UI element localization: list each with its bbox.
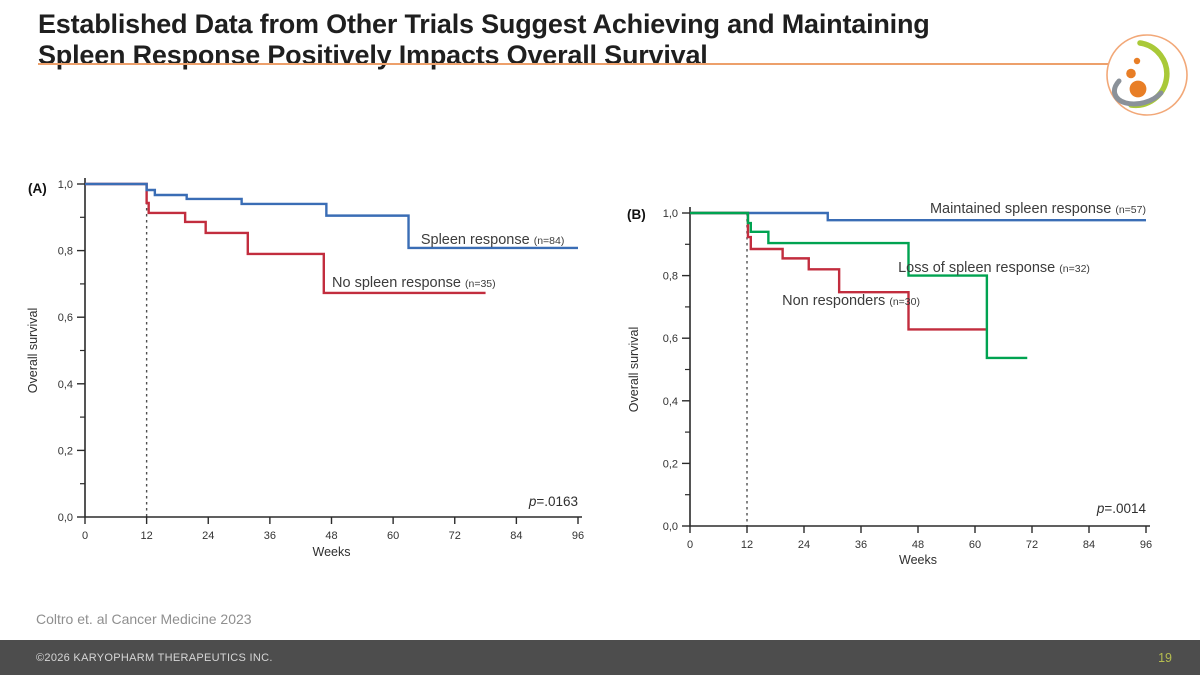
x-tick-label: 96: [1140, 539, 1152, 551]
x-tick-label: 72: [1026, 539, 1038, 551]
series-label-n: (n=84): [534, 235, 565, 247]
series-path-no-spleen-response: [85, 182, 486, 295]
slide-title-line-2: Spleen Response Positively Impacts Overa…: [38, 40, 708, 70]
series-label-name: Loss of spleen response: [898, 260, 1059, 276]
series-label-spleen-response: Spleen response (n=84): [421, 232, 565, 248]
x-tick-label: 36: [264, 530, 276, 542]
x-tick-label: 60: [387, 530, 399, 542]
series-label-n: (n=30): [889, 296, 920, 308]
series-label-maintained-spleen-response: Maintained spleen response (n=57): [930, 201, 1146, 217]
x-tick-label: 24: [202, 530, 214, 542]
overall-survival-axis-label: Overall survival: [26, 308, 40, 393]
series-label-n: (n=57): [1115, 204, 1146, 216]
logo-dot-small: [1133, 57, 1141, 65]
x-tick-label: 96: [572, 530, 584, 542]
series-label-no-spleen-response: No spleen response (n=35): [332, 275, 496, 291]
x-tick-label: 48: [325, 530, 337, 542]
weeks-axis-label: Weeks: [899, 553, 937, 567]
logo-dot-medium: [1126, 68, 1136, 79]
x-tick-label: 12: [141, 530, 153, 542]
y-tick-label: 0,4: [58, 379, 73, 391]
series-label-loss-of-spleen-response: Loss of spleen response (n=32): [898, 260, 1090, 276]
x-tick-label: 24: [798, 539, 810, 551]
x-tick-label: 36: [855, 539, 867, 551]
p-value-italic: p: [528, 494, 537, 509]
series-path-non-responders: [690, 211, 986, 331]
series-label-n: (n=35): [465, 278, 496, 290]
x-tick-label: 12: [741, 539, 753, 551]
series-path-spleen-response: [85, 182, 578, 250]
p-value-label: p=.0014: [1096, 501, 1147, 516]
y-tick-label: 0,6: [663, 333, 678, 345]
survival-panel-A: 1,0 0,8 0,6 0,4 0,2 0,0 0 12 24 36 48 60 72 84 96 Weeks…: [26, 178, 584, 559]
p-value-label: p=.0163: [528, 494, 578, 509]
slide-title-line-1: Established Data from Other Trials Sugge…: [38, 9, 930, 39]
survival-curves-figure: 1,0 0,8 0,6 0,4 0,2 0,0 0 12 24 36 48 60 72 84 96 Weeks…: [26, 178, 1152, 567]
footer-bar: ©2026 KARYOPHARM THERAPEUTICS INC. 19: [0, 640, 1200, 675]
panel-letter-label: (A): [28, 181, 47, 196]
x-tick-label: 0: [687, 539, 693, 551]
survival-panel-B: 1,0 0,8 0,6 0,4 0,2 0,0 0 12 24 36 48 60 72 84 96 Weeks…: [627, 201, 1152, 567]
footer-copyright: ©2026 KARYOPHARM THERAPEUTICS INC.: [36, 651, 273, 664]
slide-title: Established Data from Other Trials Sugge…: [38, 9, 1098, 71]
logo-swoosh-gray: [1111, 78, 1164, 107]
y-tick-label: 1,0: [58, 179, 73, 191]
series-label-name: Maintained spleen response: [930, 201, 1115, 217]
logo-ring: [1106, 34, 1188, 116]
panel-letter-label: (B): [627, 207, 646, 222]
series-label-non-responders: Non responders (n=30): [782, 293, 920, 309]
y-tick-label: 0,6: [58, 312, 73, 324]
y-tick-label: 0,8: [58, 246, 73, 258]
x-tick-label: 60: [969, 539, 981, 551]
series-label-name: No spleen response: [332, 275, 465, 291]
x-tick-label: 48: [912, 539, 924, 551]
p-value-number: =.0014: [1104, 501, 1146, 516]
axes-line: [84, 178, 582, 518]
karyopharm-logo-icon: [1106, 34, 1188, 116]
axes-line: [689, 207, 1150, 527]
p-value-italic: p: [1096, 501, 1105, 516]
y-tick-label: 0,2: [58, 445, 73, 457]
x-tick-label: 0: [82, 530, 88, 542]
weeks-axis-label: Weeks: [313, 545, 351, 559]
p-value-number: =.0163: [536, 494, 578, 509]
title-accent-underline: [38, 63, 1110, 65]
x-tick-label: 72: [449, 530, 461, 542]
series-path-loss-of-spleen-response: [690, 211, 1028, 360]
series-label-n: (n=32): [1059, 263, 1090, 275]
series-label-name: Spleen response: [421, 232, 534, 248]
y-tick-label: 0,8: [663, 271, 678, 283]
logo-dot-large: [1129, 80, 1147, 98]
citation-text: Coltro et. al Cancer Medicine 2023: [36, 611, 252, 627]
y-tick-label: 0,0: [663, 521, 678, 533]
overall-survival-axis-label: Overall survival: [627, 327, 641, 412]
y-tick-label: 1,0: [663, 208, 678, 220]
series-path-maintained-spleen-response: [690, 211, 1146, 222]
y-tick-label: 0,0: [58, 512, 73, 524]
x-tick-label: 84: [510, 530, 522, 542]
y-tick-label: 0,4: [663, 396, 678, 408]
y-tick-label: 0,2: [663, 458, 678, 470]
page-number: 19: [1158, 650, 1172, 665]
x-tick-label: 84: [1083, 539, 1095, 551]
series-label-name: Non responders: [782, 293, 889, 309]
